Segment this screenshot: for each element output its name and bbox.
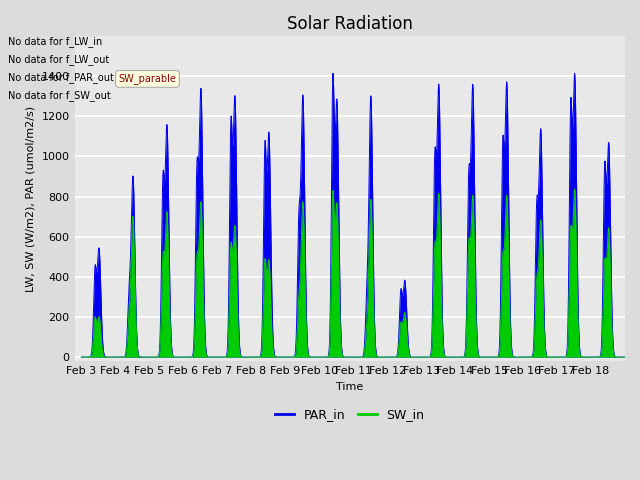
Title: Solar Radiation: Solar Radiation xyxy=(287,15,413,33)
X-axis label: Time: Time xyxy=(336,382,364,392)
Text: No data for f_LW_out: No data for f_LW_out xyxy=(8,54,109,65)
Text: No data for f_LW_in: No data for f_LW_in xyxy=(8,36,102,47)
Legend: PAR_in, SW_in: PAR_in, SW_in xyxy=(270,403,429,426)
Text: SW_parable: SW_parable xyxy=(118,73,177,84)
Y-axis label: LW, SW (W/m2), PAR (umol/m2/s): LW, SW (W/m2), PAR (umol/m2/s) xyxy=(26,106,36,292)
Text: No data for f_SW_out: No data for f_SW_out xyxy=(8,90,111,100)
Text: No data for f_PAR_out: No data for f_PAR_out xyxy=(8,72,115,83)
